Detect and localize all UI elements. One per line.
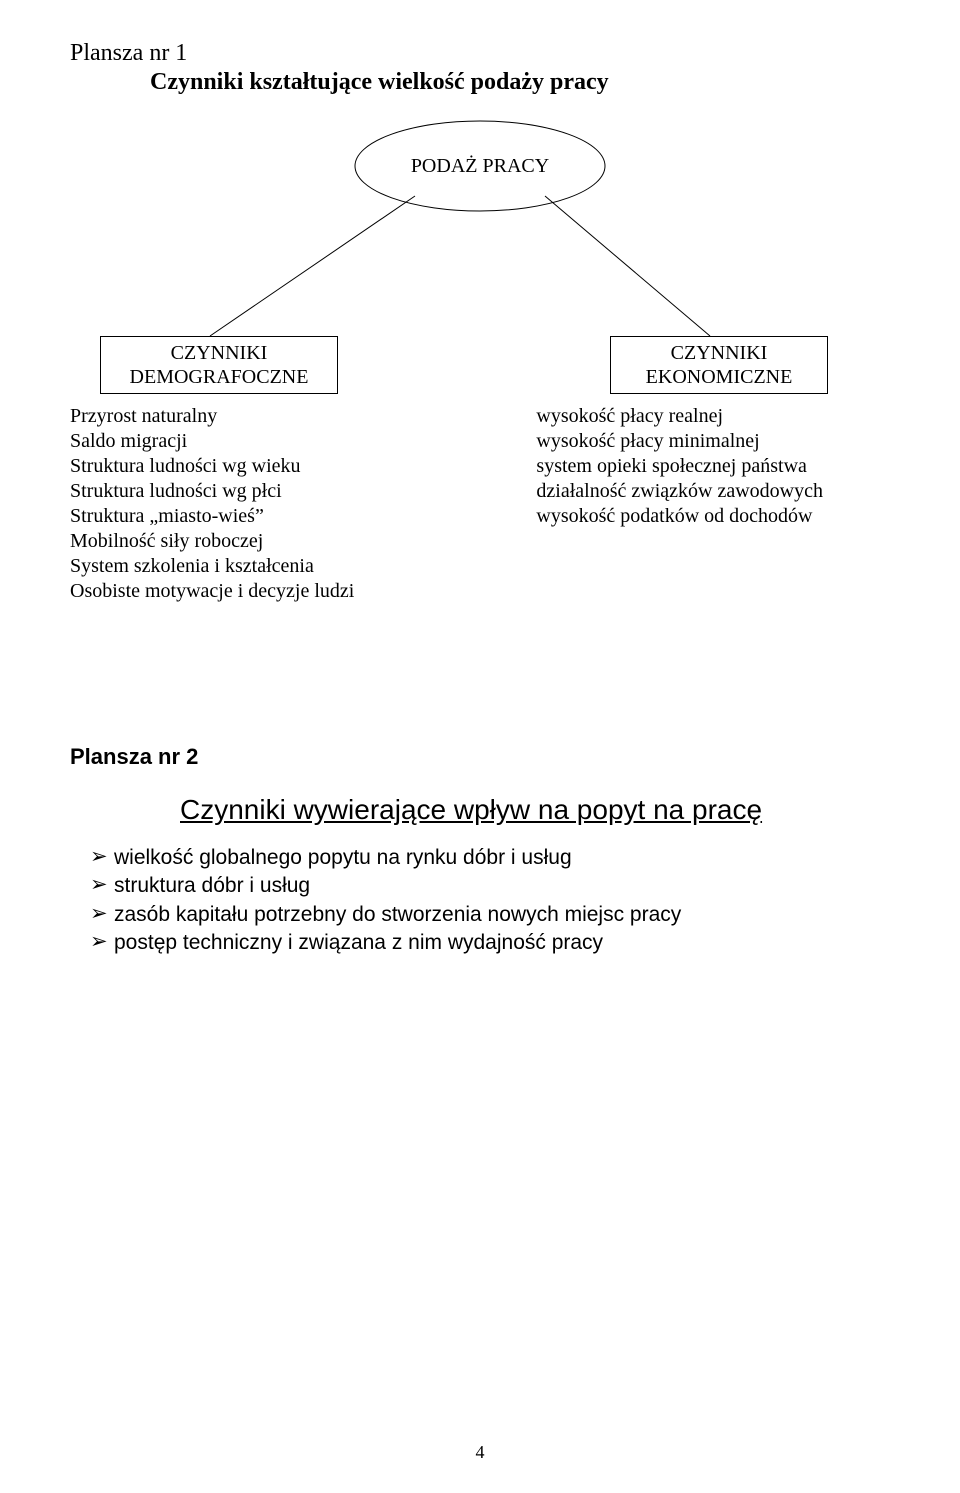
- list-item: Przyrost naturalny: [70, 404, 464, 429]
- page-number: 4: [0, 1442, 960, 1463]
- list-item: Mobilność siły roboczej: [70, 529, 464, 554]
- list-item: Struktura ludności wg płci: [70, 479, 464, 504]
- list-item: wysokość płacy realnej: [536, 404, 890, 429]
- bullet-item: zasób kapitału potrzebny do stworzenia n…: [90, 901, 890, 929]
- box-right-line1: CZYNNIKI: [619, 341, 819, 365]
- box-demographic: CZYNNIKI DEMOGRAFOCZNE: [100, 336, 338, 394]
- right-factor-list: wysokość płacy realnej wysokość płacy mi…: [496, 404, 890, 604]
- plansza2-bullets: wielkość globalnego popytu na rynku dóbr…: [90, 844, 890, 957]
- box-left-line1: CZYNNIKI: [109, 341, 329, 365]
- list-item: Struktura „miasto-wieś”: [70, 504, 464, 529]
- plansza1-label: Plansza nr 1: [70, 40, 890, 67]
- box-right-line2: EKONOMICZNE: [619, 365, 819, 389]
- plansza2-label: Plansza nr 2: [70, 744, 890, 770]
- factor-lists: Przyrost naturalny Saldo migracji Strukt…: [70, 404, 890, 604]
- list-item: Osobiste motywacje i decyzje ludzi: [70, 579, 464, 604]
- line-right: [545, 196, 710, 336]
- bullet-item: struktura dóbr i usług: [90, 872, 890, 900]
- list-item: działalność związków zawodowych: [536, 479, 890, 504]
- list-item: wysokość podatków od dochodów: [536, 504, 890, 529]
- left-factor-list: Przyrost naturalny Saldo migracji Strukt…: [70, 404, 464, 604]
- plansza2-title: Czynniki wywierające wpływ na popyt na p…: [180, 794, 890, 826]
- box-economic: CZYNNIKI EKONOMICZNE: [610, 336, 828, 394]
- plansza2-section: Plansza nr 2 Czynniki wywierające wpływ …: [70, 744, 890, 957]
- bullet-item: wielkość globalnego popytu na rynku dóbr…: [90, 844, 890, 872]
- bullet-item: postęp techniczny i związana z nim wydaj…: [90, 929, 890, 957]
- box-left-line2: DEMOGRAFOCZNE: [109, 365, 329, 389]
- list-item: Saldo migracji: [70, 429, 464, 454]
- list-item: wysokość płacy minimalnej: [536, 429, 890, 454]
- list-item: Struktura ludności wg wieku: [70, 454, 464, 479]
- line-left: [210, 196, 415, 336]
- list-item: system opieki społecznej państwa: [536, 454, 890, 479]
- plansza1-title: Czynniki kształtujące wielkość podaży pr…: [150, 69, 890, 96]
- list-item: System szkolenia i kształcenia: [70, 554, 464, 579]
- diagram: PODAŻ PRACY CZYNNIKI DEMOGRAFOCZNE CZYNN…: [70, 96, 890, 396]
